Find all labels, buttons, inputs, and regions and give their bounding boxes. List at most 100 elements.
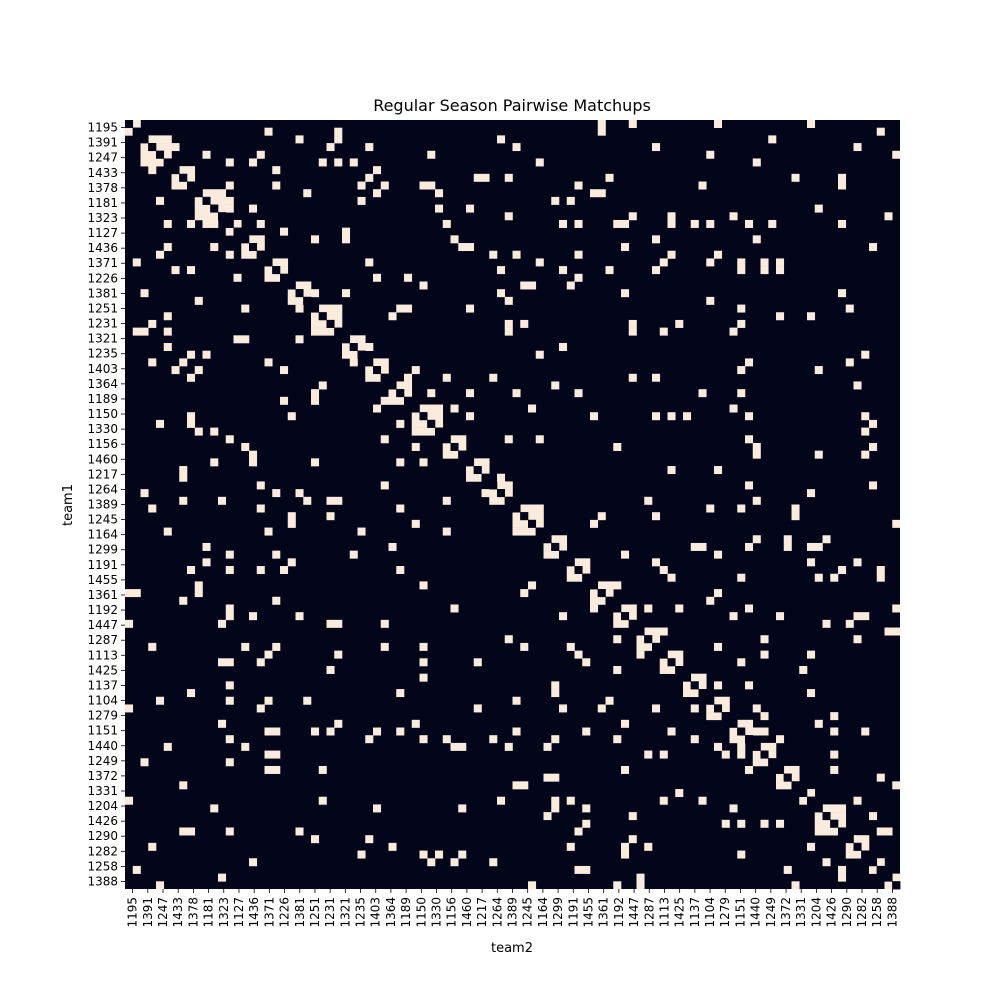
- heatmap-cell: [706, 704, 715, 713]
- heatmap-cell: [179, 496, 188, 505]
- heatmap-cell: [528, 504, 537, 513]
- heatmap-cell: [752, 758, 761, 767]
- y-tick-label: 1264: [87, 482, 118, 496]
- heatmap-cell: [210, 204, 219, 213]
- x-tick-label: 1137: [688, 897, 702, 928]
- heatmap-cell: [202, 558, 211, 567]
- heatmap-cell: [760, 650, 769, 659]
- heatmap-cell: [187, 419, 196, 428]
- heatmap-cell: [512, 504, 521, 513]
- heatmap-cell: [869, 442, 878, 451]
- heatmap-cell: [225, 735, 234, 744]
- heatmap-cell: [311, 458, 320, 467]
- heatmap-cell: [148, 358, 157, 367]
- heatmap-cell: [737, 719, 746, 728]
- y-tick-label: 1226: [87, 271, 118, 285]
- heatmap-cell: [559, 343, 568, 351]
- heatmap-cell: [396, 381, 405, 390]
- heatmap-cell: [752, 750, 761, 759]
- heatmap-cell: [605, 596, 614, 605]
- x-tick-label: 1113: [657, 897, 671, 928]
- heatmap-cell: [590, 589, 599, 598]
- heatmap-cell: [442, 450, 451, 459]
- heatmap-cell: [667, 212, 676, 221]
- heatmap-cell: [714, 642, 723, 651]
- heatmap-cell: [551, 535, 560, 544]
- heatmap-cell: [450, 435, 459, 444]
- heatmap-cell: [807, 312, 816, 321]
- heatmap-cell: [512, 727, 521, 736]
- heatmap-cell: [163, 143, 172, 152]
- heatmap-cell: [489, 481, 498, 490]
- heatmap-cell: [388, 312, 397, 321]
- heatmap-cell: [318, 319, 327, 328]
- heatmap-cell: [419, 419, 428, 428]
- heatmap-cell: [187, 219, 196, 228]
- heatmap-cell: [318, 158, 327, 167]
- heatmap-cell: [419, 181, 428, 190]
- y-tick-label: 1364: [87, 377, 118, 391]
- heatmap-cell: [737, 819, 746, 828]
- heatmap-cell: [156, 143, 165, 152]
- heatmap-cell: [745, 765, 754, 774]
- heatmap-cell: [621, 842, 630, 851]
- heatmap-cell: [442, 373, 451, 382]
- heatmap-cell: [311, 289, 320, 298]
- x-tick-label: 1127: [232, 897, 246, 928]
- heatmap-cell: [435, 427, 444, 436]
- heatmap-cell: [814, 573, 823, 582]
- heatmap-cell: [683, 681, 692, 690]
- x-tick-label: 1331: [794, 897, 808, 928]
- heatmap-cell: [543, 812, 552, 821]
- heatmap-cell: [388, 389, 397, 398]
- heatmap-cell: [334, 619, 343, 628]
- heatmap-cell: [729, 804, 738, 813]
- heatmap-cell: [132, 127, 141, 136]
- heatmap-cell: [566, 573, 575, 582]
- heatmap-cell: [295, 135, 304, 144]
- heatmap-cell: [179, 358, 188, 367]
- heatmap-cell: [830, 812, 839, 821]
- y-tick-label: 1189: [87, 392, 118, 406]
- heatmap-cell: [349, 335, 358, 344]
- heatmap-cell: [373, 358, 382, 367]
- heatmap-cell: [830, 712, 839, 721]
- heatmap-cell: [683, 673, 692, 682]
- heatmap-cell: [140, 327, 149, 336]
- heatmap-cell: [690, 735, 699, 744]
- heatmap-cell: [652, 704, 661, 713]
- heatmap-cell: [838, 812, 847, 821]
- heatmap-cell: [520, 512, 529, 521]
- heatmap-cell: [644, 635, 653, 644]
- heatmap-cell: [853, 850, 862, 859]
- heatmap-cell: [760, 750, 769, 759]
- heatmap-cell: [388, 842, 397, 851]
- heatmap-cell: [287, 412, 296, 421]
- y-axis-label: team1: [61, 484, 76, 526]
- heatmap-cell: [272, 765, 281, 774]
- heatmap-cell: [528, 581, 537, 590]
- heatmap-cell: [574, 219, 583, 228]
- heatmap-cell: [148, 143, 157, 152]
- x-tick-label: 1181: [202, 897, 216, 928]
- heatmap-cell: [140, 143, 149, 152]
- heatmap-cell: [737, 573, 746, 582]
- heatmap-cell: [280, 266, 289, 275]
- heatmap-cell: [745, 727, 754, 736]
- heatmap-cell: [497, 473, 506, 482]
- heatmap-cell: [675, 319, 684, 328]
- heatmap-cell: [163, 527, 172, 536]
- heatmap-cell: [652, 635, 661, 644]
- heatmap-cell: [365, 373, 374, 382]
- heatmap-cell: [628, 619, 637, 628]
- heatmap-cell: [644, 642, 653, 651]
- heatmap-cell: [791, 504, 800, 513]
- heatmap-cell: [225, 219, 234, 228]
- heatmap-cell: [582, 865, 591, 874]
- heatmap-cell: [357, 196, 366, 205]
- heatmap-cell: [171, 143, 180, 152]
- heatmap-cell: [838, 173, 847, 182]
- x-tick-label: 1195: [126, 897, 140, 928]
- heatmap-cell: [504, 435, 513, 444]
- heatmap-cell: [652, 412, 661, 421]
